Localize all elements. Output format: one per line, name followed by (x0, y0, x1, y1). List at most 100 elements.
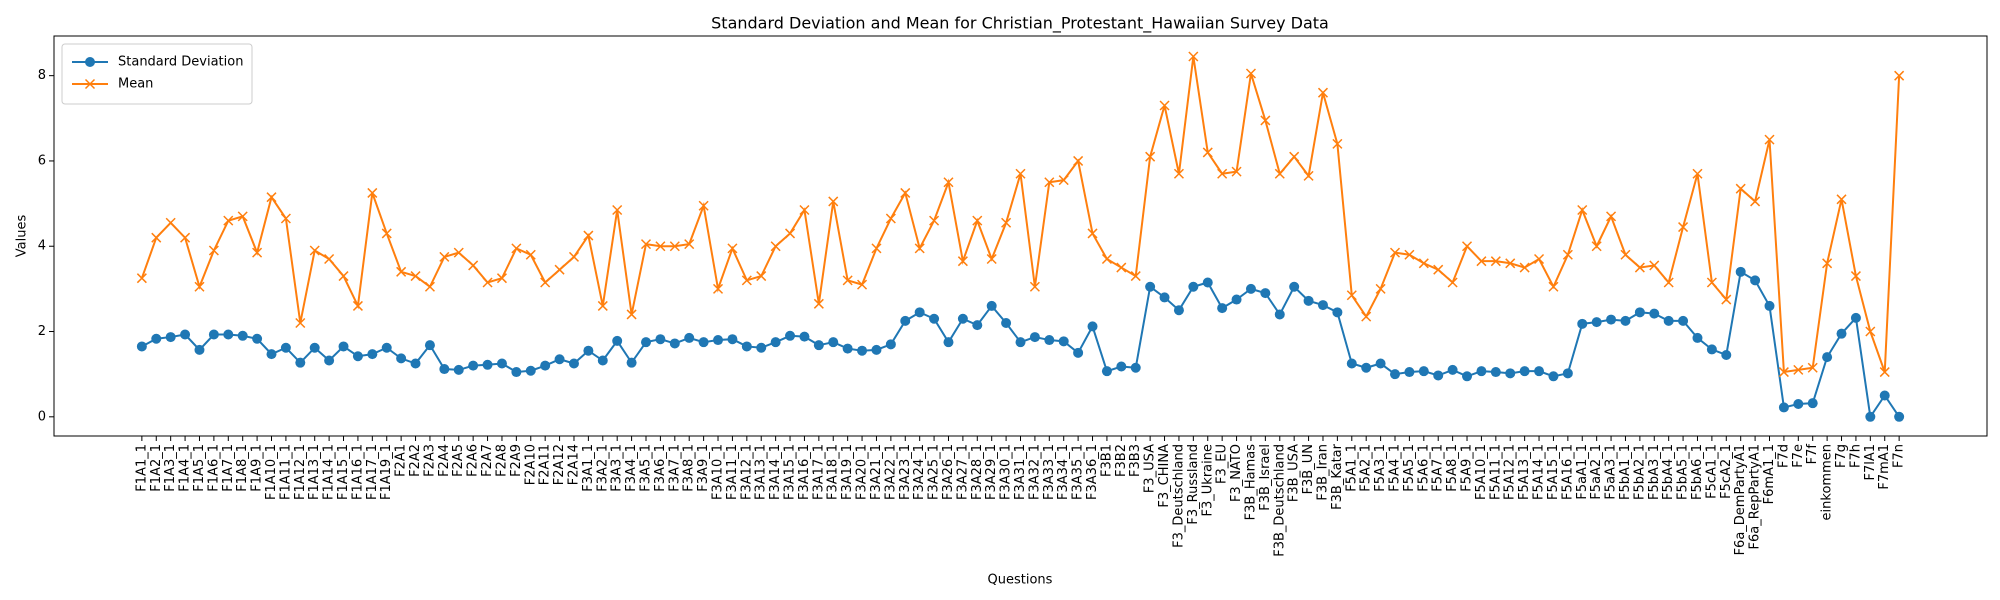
marker (785, 228, 796, 239)
marker (1015, 337, 1026, 348)
marker (842, 275, 853, 286)
marker (597, 300, 608, 311)
marker (929, 215, 940, 226)
x-tick-label: F3A31_1 (1013, 444, 1028, 500)
marker (396, 266, 407, 277)
marker (136, 273, 147, 284)
marker (1073, 347, 1084, 358)
x-tick-label: F3A20_1 (855, 444, 870, 500)
marker (554, 264, 565, 275)
x-tick-label: F3A13_1 (754, 444, 769, 500)
x-tick-label: F5bA4_1 (1661, 444, 1676, 500)
marker (381, 342, 392, 353)
x-tick-label: F2A3 (422, 444, 437, 477)
marker (1706, 344, 1717, 355)
x-tick-label: F3A5_1 (638, 444, 653, 492)
marker (1706, 277, 1717, 288)
marker (1058, 175, 1069, 186)
marker (1879, 367, 1890, 378)
x-tick-label: F3B2 (1114, 444, 1129, 477)
marker (900, 187, 911, 198)
marker (698, 200, 709, 211)
marker (1793, 399, 1804, 410)
x-tick-label: F3A15_1 (783, 444, 798, 500)
marker (180, 232, 191, 243)
x-tick-label: F3A2_1 (595, 444, 610, 492)
marker (1404, 249, 1415, 260)
marker (1245, 283, 1256, 294)
marker (770, 241, 781, 252)
x-tick-label: F2A9 (509, 444, 524, 477)
marker (309, 245, 320, 256)
x-tick-label: F3B_Katar (1330, 443, 1345, 509)
marker (871, 243, 882, 254)
marker (1332, 138, 1343, 149)
marker (540, 360, 551, 371)
marker (1130, 362, 1141, 373)
marker (511, 243, 522, 254)
x-tick-label: F7f (1805, 444, 1820, 465)
x-tick-label: F7e (1791, 444, 1806, 468)
marker (741, 275, 752, 286)
marker (1476, 366, 1487, 377)
marker (352, 300, 363, 311)
marker (511, 367, 522, 378)
x-tick-label: F2A5 (451, 444, 466, 477)
marker (1015, 168, 1026, 179)
chart-title: Standard Deviation and Mean for Christia… (711, 14, 1329, 34)
marker (439, 251, 450, 262)
x-tick-label: F7d (1776, 444, 1791, 468)
marker (482, 359, 493, 370)
marker (1591, 317, 1602, 328)
x-tick-label: F2A12 (552, 444, 567, 485)
marker (1447, 277, 1458, 288)
x-tick-label: F5bA3_1 (1647, 444, 1662, 500)
x-tick-label: F5A11_1 (1488, 444, 1503, 500)
marker (900, 315, 911, 326)
marker (727, 243, 738, 254)
marker (1404, 367, 1415, 378)
x-tick-label: F2A4 (437, 444, 452, 477)
marker (1001, 317, 1012, 328)
marker (208, 329, 219, 340)
marker (1361, 362, 1372, 373)
x-tick-label: F3_CHINA (1157, 444, 1172, 508)
x-tick-label: F1A13_1 (307, 444, 322, 500)
x-tick-label: F5A2_1 (1359, 444, 1374, 492)
marker (309, 342, 320, 353)
x-tick-label: F3A4_1 (624, 444, 639, 492)
marker (1418, 258, 1429, 269)
marker (1836, 194, 1847, 205)
x-tick-label: F5bA6_1 (1690, 444, 1705, 500)
y-tick-label: 2 (38, 324, 46, 339)
x-tick-label: F2A14 (566, 444, 581, 485)
marker (1678, 222, 1689, 233)
marker (1001, 217, 1012, 228)
marker (756, 271, 767, 282)
marker (223, 329, 234, 340)
marker (583, 230, 594, 241)
marker (1649, 308, 1660, 319)
marker (1750, 275, 1761, 286)
marker (237, 330, 248, 341)
marker (280, 213, 291, 224)
marker (1058, 336, 1069, 347)
marker (1245, 68, 1256, 79)
x-tick-label: F3_Ukraine (1200, 444, 1215, 516)
x-tick-label: F2A2 (408, 444, 423, 477)
x-tick-label: F1A2_1 (149, 444, 164, 492)
marker (1116, 262, 1127, 273)
marker (640, 239, 652, 250)
x-tick-label: F1A4_1 (178, 444, 193, 492)
marker (597, 355, 608, 366)
marker (727, 334, 738, 345)
marker (295, 357, 306, 368)
marker (1562, 249, 1573, 260)
legend-marker (85, 57, 95, 67)
x-tick-label: F3A9_1 (696, 444, 711, 492)
marker (1764, 134, 1775, 145)
marker (453, 247, 464, 258)
legend-box (61, 43, 253, 105)
legend-label: Mean (118, 77, 153, 92)
marker (1188, 281, 1199, 292)
